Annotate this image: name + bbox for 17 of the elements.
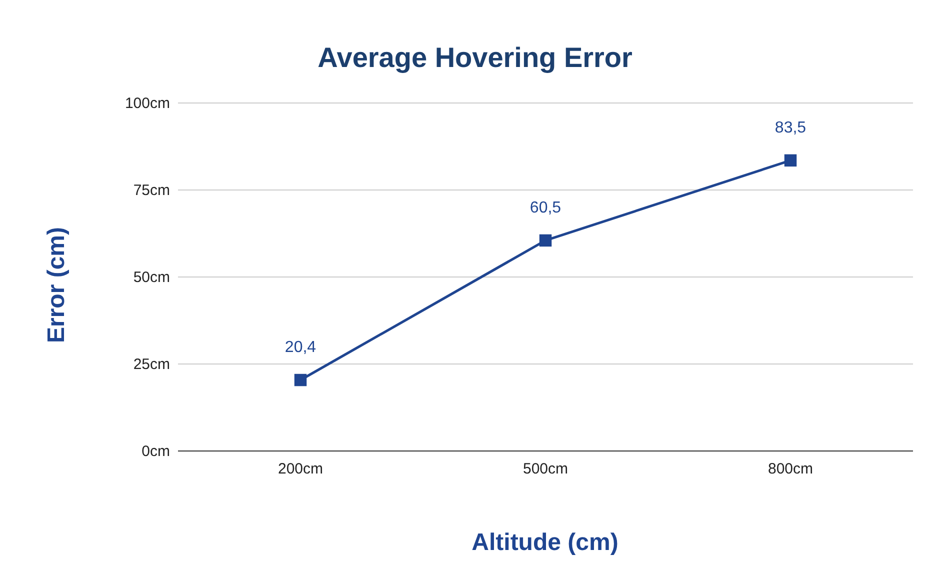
data-label: 60,5 <box>530 199 562 216</box>
y-tick-label: 75cm <box>133 182 170 199</box>
y-tick-label: 50cm <box>133 268 170 286</box>
data-label: 20,4 <box>284 339 316 356</box>
x-tick-label: 500cm <box>522 460 568 478</box>
y-axis-title: Error (cm) <box>43 226 70 344</box>
x-tick-label: 200cm <box>278 460 324 478</box>
point <box>784 154 797 167</box>
x-axis-title: Altitude (cm) <box>472 529 618 556</box>
y-tick-label: 0cm <box>142 442 170 460</box>
y-tick-label: 25cm <box>133 356 170 373</box>
x-tick-label: 800cm <box>768 460 814 478</box>
point <box>539 234 552 247</box>
chart-title: Average Hovering Error <box>318 42 633 73</box>
point <box>294 374 307 386</box>
data-label: 83,5 <box>774 119 806 136</box>
y-tick-label: 100cm <box>124 94 170 112</box>
